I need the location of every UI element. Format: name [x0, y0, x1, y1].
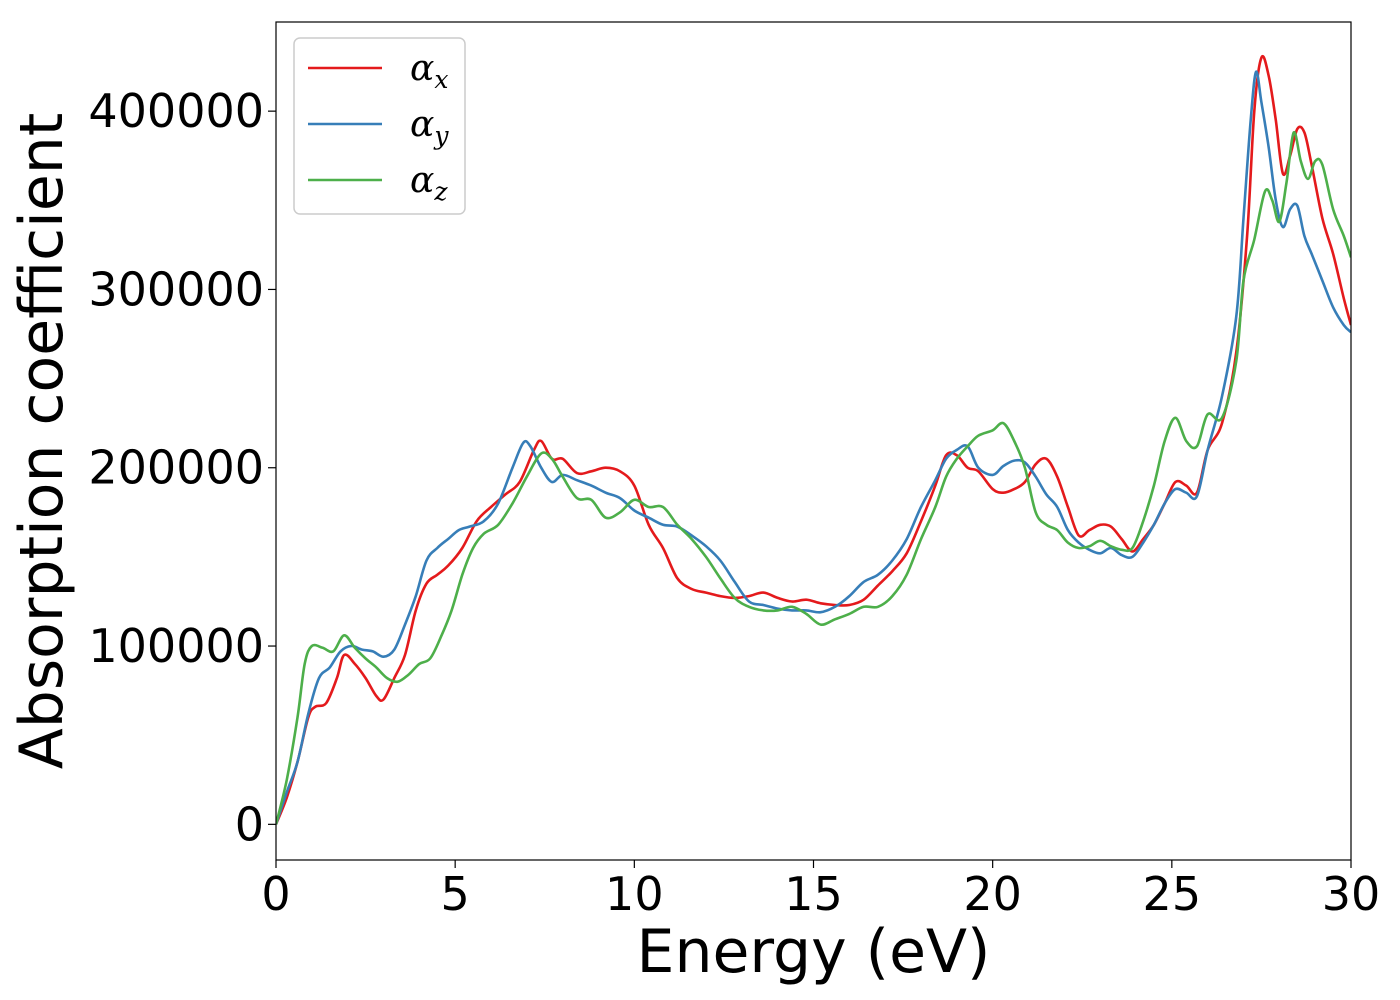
y-tick-label: 0 — [235, 797, 264, 851]
legend-label-y: αy — [410, 104, 449, 150]
series-line-z — [276, 131, 1351, 825]
x-tick-label: 30 — [1322, 867, 1381, 921]
x-tick-label: 0 — [261, 867, 290, 921]
legend-label-x: αx — [410, 48, 448, 94]
x-tick-label: 25 — [1143, 867, 1202, 921]
legend-box — [293, 37, 466, 215]
x-tick-label: 5 — [441, 867, 470, 921]
x-tick-label: 15 — [784, 867, 843, 921]
y-tick-label: 200000 — [88, 441, 264, 495]
series-line-x — [276, 55, 1351, 825]
x-tick-label: 10 — [605, 867, 664, 921]
legend-label-z: αz — [410, 160, 448, 206]
x-ticks: 0 5 10 15 20 25 30 — [261, 860, 1380, 921]
x-tick-label: 20 — [963, 867, 1022, 921]
y-tick-label: 400000 — [88, 84, 264, 138]
series-line-y — [276, 70, 1351, 825]
legend: αx αy αz — [293, 37, 466, 215]
x-axis-title: Energy (eV) — [637, 917, 991, 987]
y-tick-label: 300000 — [88, 262, 264, 316]
y-ticks: 0 100000 200000 300000 400000 — [88, 84, 276, 851]
series-layer — [276, 55, 1351, 825]
y-tick-label: 100000 — [88, 619, 264, 673]
y-axis-title: Absorption coefficient — [7, 113, 77, 770]
